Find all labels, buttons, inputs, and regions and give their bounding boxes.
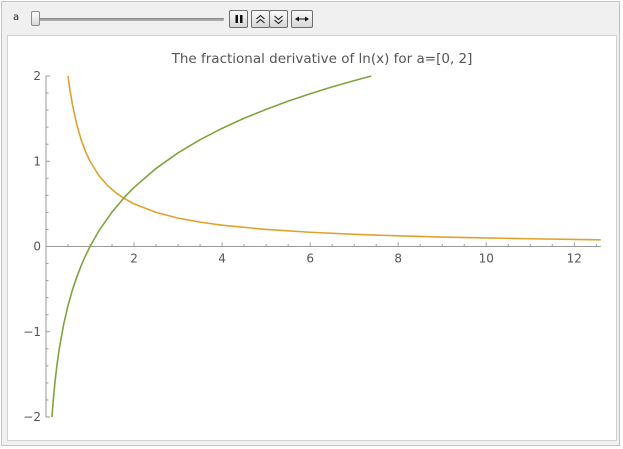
- series-line-2: [51, 75, 372, 418]
- series-group: [51, 75, 601, 418]
- double-arrow-horizontal-icon: [295, 16, 309, 22]
- pause-icon: [235, 15, 242, 23]
- x-tick-label: 8: [394, 252, 402, 266]
- y-tick-label: 2: [33, 69, 41, 83]
- slider-thumb[interactable]: [31, 11, 40, 26]
- x-tick-label: 10: [479, 252, 494, 266]
- plot-frame: The fractional derivative of ln(x) for a…: [7, 35, 617, 441]
- double-chevron-up-icon: [256, 14, 265, 23]
- chart-title: The fractional derivative of ln(x) for a…: [171, 51, 473, 67]
- plot-area: The fractional derivative of ln(x) for a…: [23, 51, 601, 424]
- parameter-label: a: [13, 12, 20, 23]
- y-tick-label: −1: [23, 325, 41, 339]
- direction-button[interactable]: [291, 10, 313, 28]
- x-tick-label: 4: [218, 252, 226, 266]
- double-chevron-down-icon: [274, 15, 283, 24]
- x-tick-label: 12: [567, 252, 582, 266]
- y-tick-label: −2: [23, 410, 41, 424]
- y-tick-label: 0: [33, 240, 41, 254]
- controls-bar: a: [2, 2, 619, 34]
- y-tick-label: 1: [33, 154, 41, 168]
- parameter-slider[interactable]: [34, 18, 224, 21]
- x-tick-label: 6: [306, 252, 314, 266]
- x-tick-label: 2: [130, 252, 138, 266]
- pause-button[interactable]: [229, 10, 248, 28]
- series-line-1: [67, 75, 601, 241]
- slower-button[interactable]: [269, 10, 288, 28]
- faster-button[interactable]: [251, 10, 270, 28]
